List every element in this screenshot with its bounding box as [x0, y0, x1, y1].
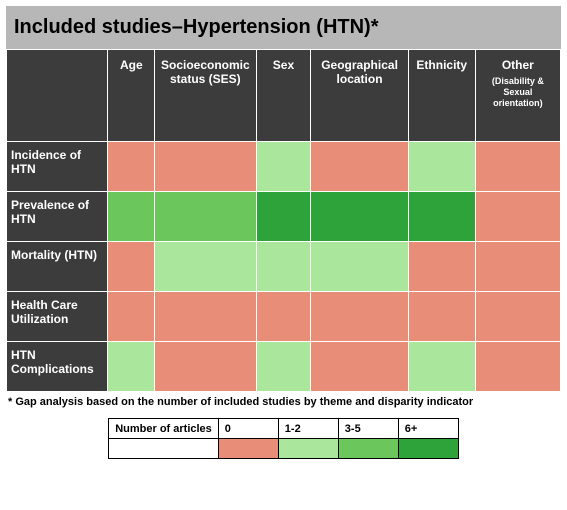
col-head-age: Age [108, 50, 155, 142]
row-head: Mortality (HTN) [7, 242, 108, 292]
heatmap-cell [311, 292, 408, 342]
heatmap-cell [408, 342, 475, 392]
col-label: Socioeconomic status (SES) [161, 58, 250, 86]
row-head: HTN Complications [7, 342, 108, 392]
legend-swatch-0 [218, 439, 278, 459]
col-sublabel: (Disability & Sexual orientation) [480, 76, 556, 108]
page-title: Included studies–Hypertension (HTN)* [6, 6, 561, 49]
heatmap-cell [475, 142, 560, 192]
col-label: Geographical location [321, 58, 398, 86]
legend-table: Number of articles 0 1-2 3-5 6+ [108, 418, 459, 459]
footnote: * Gap analysis based on the number of in… [6, 392, 561, 418]
heatmap-cell [108, 142, 155, 192]
heatmap-cell [108, 242, 155, 292]
heatmap-cell [408, 292, 475, 342]
col-label: Sex [273, 58, 294, 72]
header-row: Age Socioeconomic status (SES) Sex Geogr… [7, 50, 561, 142]
col-label: Age [120, 58, 143, 72]
legend-swatch-3 [398, 439, 458, 459]
heatmap-cell [155, 242, 256, 292]
heatmap-cell [256, 342, 311, 392]
heatmap-cell [408, 192, 475, 242]
row-head: Health Care Utilization [7, 292, 108, 342]
legend-swatch-1 [278, 439, 338, 459]
heatmap-cell [475, 192, 560, 242]
heatmap-cell [256, 242, 311, 292]
col-label: Ethnicity [416, 58, 467, 72]
col-head-eth: Ethnicity [408, 50, 475, 142]
heatmap-cell [155, 192, 256, 242]
col-head-geo: Geographical location [311, 50, 408, 142]
heatmap-cell [256, 192, 311, 242]
legend-label-2: 3-5 [338, 419, 398, 439]
heatmap-cell [155, 342, 256, 392]
col-head-sex: Sex [256, 50, 311, 142]
legend-swatch-2 [338, 439, 398, 459]
row-head: Prevalence of HTN [7, 192, 108, 242]
heatmap-cell [311, 192, 408, 242]
col-head-ses: Socioeconomic status (SES) [155, 50, 256, 142]
legend-label-3: 6+ [398, 419, 458, 439]
heatmap-cell [475, 342, 560, 392]
heatmap-cell [155, 292, 256, 342]
heatmap-cell [475, 292, 560, 342]
table-row: Incidence of HTN [7, 142, 561, 192]
heatmap-table: Age Socioeconomic status (SES) Sex Geogr… [6, 49, 561, 392]
row-head: Incidence of HTN [7, 142, 108, 192]
heatmap-cell [408, 242, 475, 292]
col-label: Other [502, 58, 534, 72]
heatmap-cell [311, 142, 408, 192]
legend-label-1: 1-2 [278, 419, 338, 439]
table-row: Prevalence of HTN [7, 192, 561, 242]
heatmap-cell [256, 142, 311, 192]
heatmap-cell [108, 192, 155, 242]
heatmap-cell [108, 292, 155, 342]
heatmap-cell [475, 242, 560, 292]
heatmap-cell [311, 242, 408, 292]
table-row: HTN Complications [7, 342, 561, 392]
heatmap-cell [408, 142, 475, 192]
heatmap-cell [108, 342, 155, 392]
heatmap-cell [311, 342, 408, 392]
corner-cell [7, 50, 108, 142]
heatmap-cell [155, 142, 256, 192]
heatmap-cell [256, 292, 311, 342]
col-head-other: Other (Disability & Sexual orientation) [475, 50, 560, 142]
legend-spacer [109, 439, 219, 459]
legend-title: Number of articles [109, 419, 219, 439]
legend-label-0: 0 [218, 419, 278, 439]
table-row: Mortality (HTN) [7, 242, 561, 292]
table-row: Health Care Utilization [7, 292, 561, 342]
